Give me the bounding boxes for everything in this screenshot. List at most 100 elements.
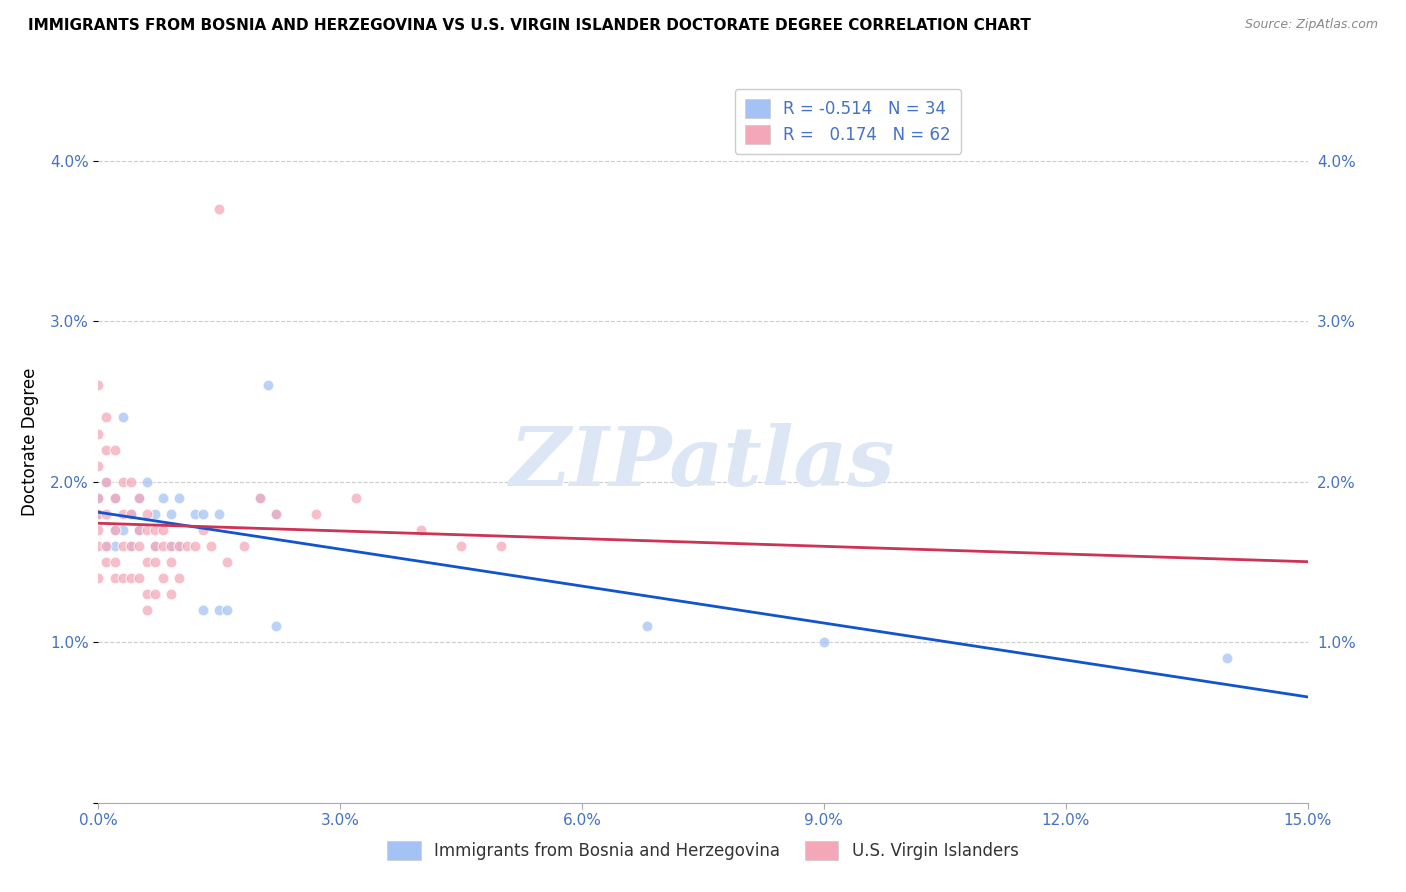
Point xyxy=(111,539,134,553)
Point xyxy=(167,539,190,553)
Point xyxy=(217,603,239,617)
Point xyxy=(160,555,183,569)
Legend: Immigrants from Bosnia and Herzegovina, U.S. Virgin Islanders: Immigrants from Bosnia and Herzegovina, … xyxy=(381,834,1025,867)
Y-axis label: Doctorate Degree: Doctorate Degree xyxy=(21,368,39,516)
Point xyxy=(208,202,231,216)
Point xyxy=(128,539,150,553)
Point xyxy=(152,523,174,537)
Point xyxy=(344,491,367,505)
Point xyxy=(160,539,183,553)
Point xyxy=(143,523,166,537)
Point xyxy=(87,458,110,473)
Point xyxy=(120,507,142,521)
Point xyxy=(135,475,157,489)
Point xyxy=(103,442,125,457)
Point xyxy=(111,571,134,585)
Point xyxy=(176,539,198,553)
Point xyxy=(111,523,134,537)
Point xyxy=(120,571,142,585)
Point xyxy=(128,571,150,585)
Point xyxy=(135,555,157,569)
Point xyxy=(103,491,125,505)
Point xyxy=(87,507,110,521)
Point xyxy=(813,635,835,649)
Point xyxy=(96,475,118,489)
Point xyxy=(111,410,134,425)
Point xyxy=(87,539,110,553)
Point xyxy=(135,603,157,617)
Point xyxy=(184,507,207,521)
Point xyxy=(160,507,183,521)
Point xyxy=(232,539,254,553)
Text: IMMIGRANTS FROM BOSNIA AND HERZEGOVINA VS U.S. VIRGIN ISLANDER DOCTORATE DEGREE : IMMIGRANTS FROM BOSNIA AND HERZEGOVINA V… xyxy=(28,18,1031,33)
Point xyxy=(193,523,215,537)
Point xyxy=(160,539,183,553)
Point xyxy=(128,523,150,537)
Point xyxy=(96,539,118,553)
Point xyxy=(87,571,110,585)
Point xyxy=(167,491,190,505)
Text: ZIPatlas: ZIPatlas xyxy=(510,423,896,503)
Point xyxy=(208,603,231,617)
Point xyxy=(152,491,174,505)
Point xyxy=(87,523,110,537)
Point xyxy=(264,619,287,633)
Point xyxy=(167,571,190,585)
Point xyxy=(1216,651,1239,665)
Point xyxy=(143,507,166,521)
Point xyxy=(120,539,142,553)
Point xyxy=(152,539,174,553)
Point xyxy=(87,491,110,505)
Point xyxy=(143,539,166,553)
Point xyxy=(160,587,183,601)
Point xyxy=(409,523,432,537)
Point xyxy=(200,539,222,553)
Point xyxy=(96,442,118,457)
Point xyxy=(193,507,215,521)
Point xyxy=(103,555,125,569)
Point xyxy=(264,507,287,521)
Point xyxy=(120,475,142,489)
Point xyxy=(87,491,110,505)
Point xyxy=(96,507,118,521)
Point xyxy=(128,491,150,505)
Point xyxy=(143,539,166,553)
Point xyxy=(96,410,118,425)
Point xyxy=(103,539,125,553)
Point xyxy=(450,539,472,553)
Point xyxy=(87,426,110,441)
Point xyxy=(103,571,125,585)
Point xyxy=(96,555,118,569)
Point xyxy=(103,523,125,537)
Point xyxy=(143,555,166,569)
Point xyxy=(167,539,190,553)
Point xyxy=(193,603,215,617)
Point xyxy=(184,539,207,553)
Point xyxy=(96,475,118,489)
Point xyxy=(128,491,150,505)
Point xyxy=(143,587,166,601)
Point xyxy=(264,507,287,521)
Point xyxy=(135,587,157,601)
Point xyxy=(249,491,271,505)
Point xyxy=(111,475,134,489)
Point xyxy=(87,507,110,521)
Point xyxy=(249,491,271,505)
Point xyxy=(103,491,125,505)
Point xyxy=(87,378,110,392)
Point xyxy=(103,523,125,537)
Point xyxy=(120,507,142,521)
Point xyxy=(135,507,157,521)
Point xyxy=(636,619,658,633)
Point xyxy=(217,555,239,569)
Point xyxy=(208,507,231,521)
Point xyxy=(135,523,157,537)
Text: Source: ZipAtlas.com: Source: ZipAtlas.com xyxy=(1244,18,1378,31)
Point xyxy=(305,507,328,521)
Point xyxy=(491,539,513,553)
Point xyxy=(256,378,278,392)
Point xyxy=(128,523,150,537)
Point xyxy=(120,539,142,553)
Point xyxy=(152,571,174,585)
Point xyxy=(111,507,134,521)
